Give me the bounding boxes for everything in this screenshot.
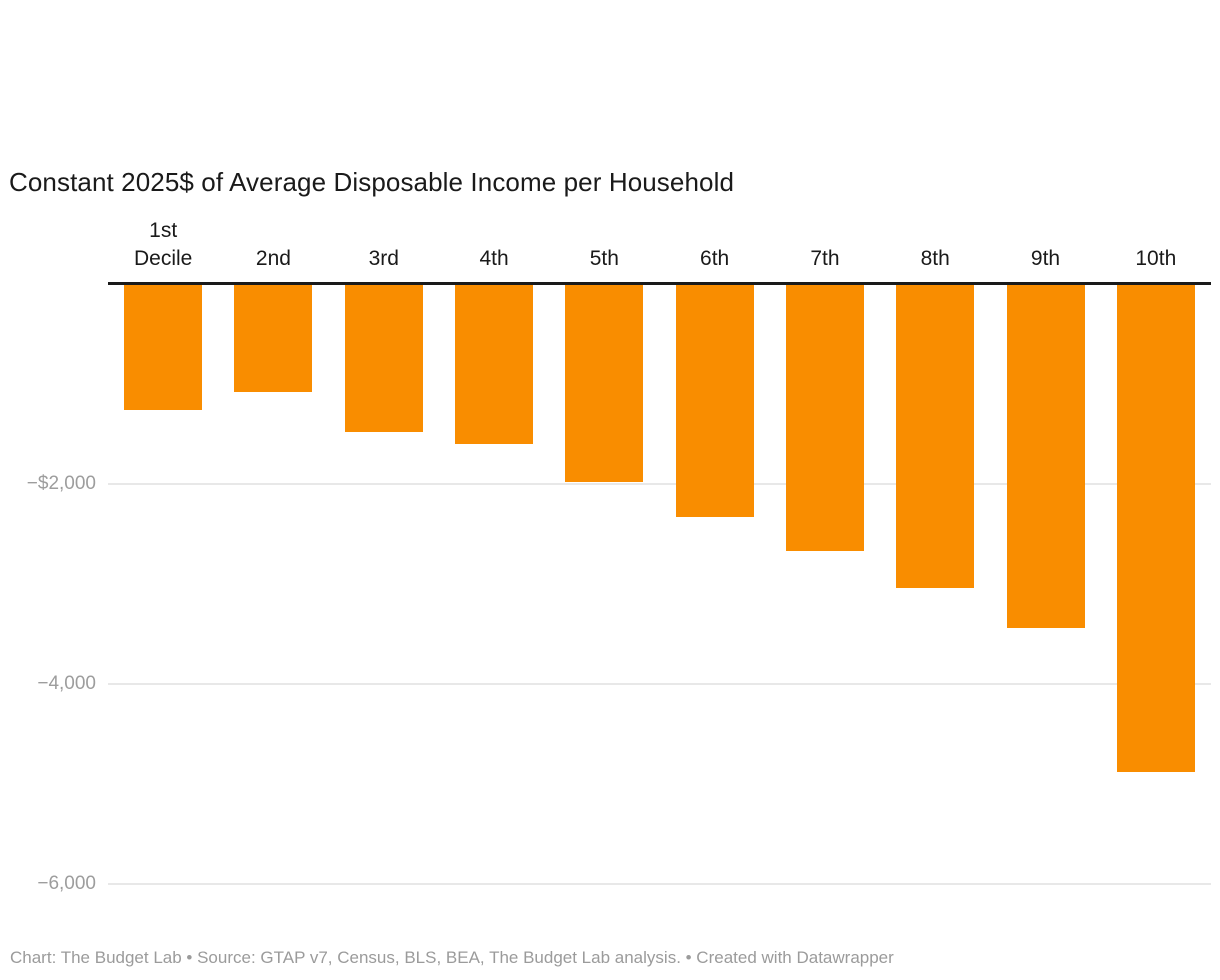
bar <box>896 285 975 588</box>
bar <box>565 285 644 482</box>
bar <box>124 285 203 410</box>
gridline <box>108 483 1211 485</box>
x-axis-label: 4th <box>479 247 509 270</box>
y-tick-label: −6,000 <box>37 873 96 894</box>
x-axis-label: 10th <box>1135 247 1177 270</box>
x-axis-line <box>108 282 1211 285</box>
y-tick-label: −4,000 <box>37 673 96 694</box>
x-axis-label: 2nd <box>255 247 291 270</box>
x-axis-label: 8th <box>920 247 950 270</box>
bar <box>344 285 423 432</box>
bar <box>785 285 864 551</box>
chart-footer: Chart: The Budget Lab • Source: GTAP v7,… <box>10 948 894 967</box>
x-axis-label: 1st Decile <box>133 219 193 270</box>
x-axis-label: 7th <box>810 247 840 270</box>
bar <box>675 285 754 517</box>
gridline <box>108 883 1211 885</box>
gridline <box>108 683 1211 685</box>
x-axis-label: 9th <box>1030 247 1061 270</box>
x-axis-label: 5th <box>589 247 619 270</box>
bar <box>234 285 313 392</box>
x-axis-label: 6th <box>700 247 730 270</box>
y-tick-label: −$2,000 <box>26 473 96 494</box>
chart-title: Constant 2025$ of Average Disposable Inc… <box>9 167 735 197</box>
bar <box>455 285 534 444</box>
bar <box>1116 285 1195 772</box>
bar <box>1006 285 1085 628</box>
x-axis-label: 3rd <box>368 247 399 270</box>
x-axis-labels: 1st Decile 2nd 3rd 4th 5th 6th 7th 8th 9th 10th <box>108 215 1211 273</box>
